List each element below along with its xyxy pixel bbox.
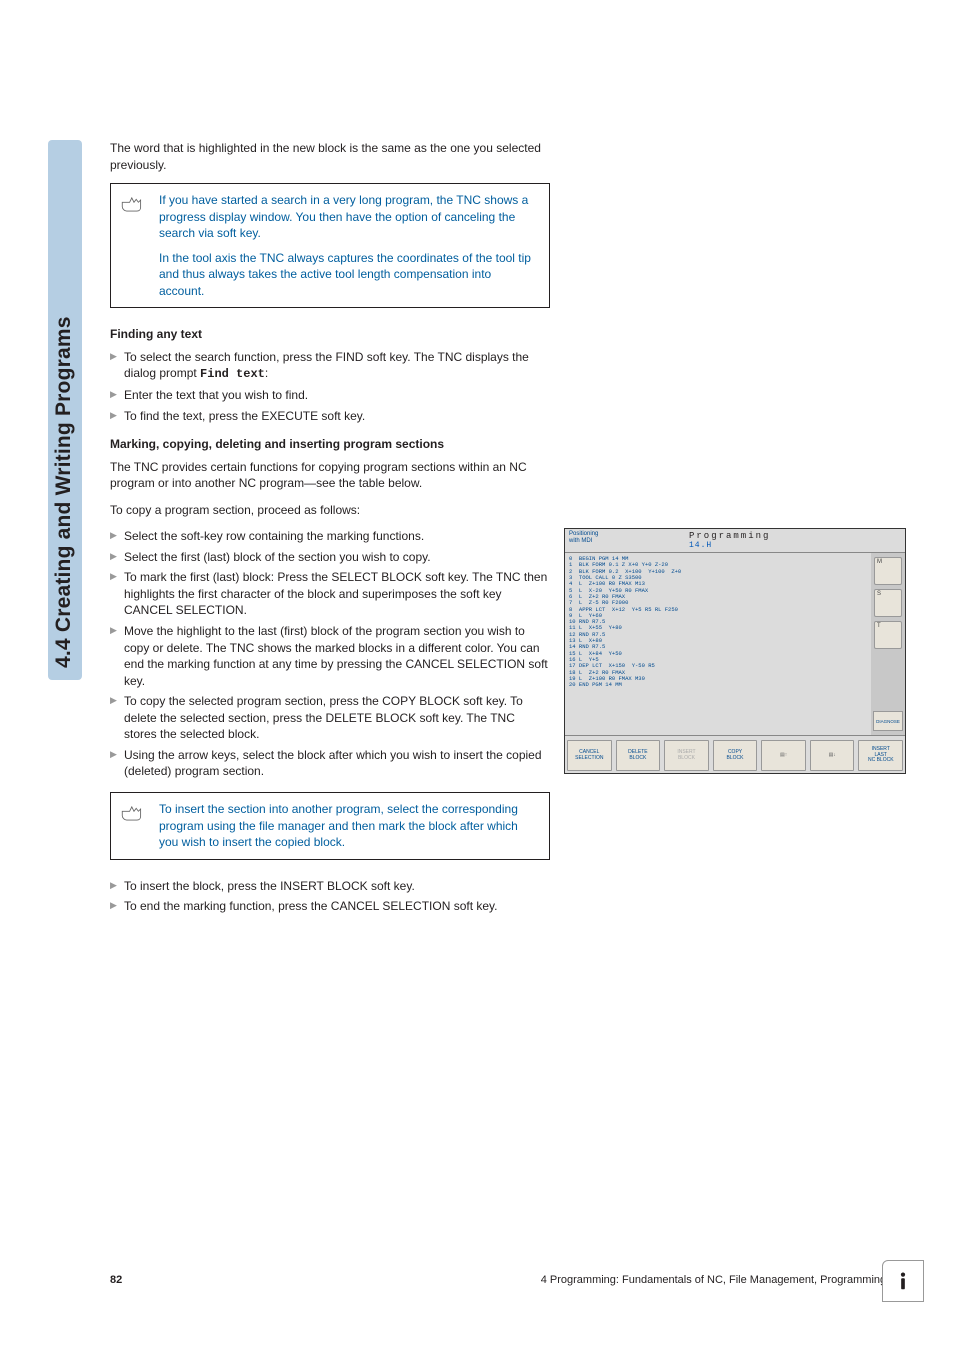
sk-delete-block[interactable]: DELETE BLOCK	[616, 740, 661, 771]
after-item-2: To end the marking function, press the C…	[110, 898, 550, 915]
marking-list: Select the soft-key row containing the m…	[110, 528, 550, 780]
main-content: The word that is highlighted in the new …	[110, 140, 550, 927]
shot-filename: 14.H	[689, 541, 901, 550]
hand-pointing-icon	[119, 801, 149, 823]
sk-copy-block[interactable]: COPY BLOCK	[713, 740, 758, 771]
shot-mode-label: Positioning with MDI	[565, 529, 685, 552]
mark-item-6: Using the arrow keys, select the block a…	[110, 747, 550, 780]
mark-item-2: Select the first (last) block of the sec…	[110, 549, 550, 566]
side-tab: 4.4 Creating and Writing Programs	[48, 140, 82, 680]
after-item-1: To insert the block, press the INSERT BL…	[110, 878, 550, 895]
page-number: 82	[110, 1274, 122, 1286]
sk-cancel-selection[interactable]: CANCEL SELECTION	[567, 740, 612, 771]
rail-t-button[interactable]: T	[874, 621, 902, 649]
page-footer: 82 4 Programming: Fundamentals of NC, Fi…	[110, 1274, 910, 1286]
find-item-1: To select the search function, press the…	[110, 349, 550, 383]
shot-programming-label: Programming	[689, 531, 770, 541]
find-item-3: To find the text, press the EXECUTE soft…	[110, 408, 550, 425]
tnc-screenshot: Positioning with MDI Programming 14.H 0 …	[564, 528, 906, 774]
rail-m-button[interactable]: M	[874, 557, 902, 585]
find-item-1a: To select the search function, press the…	[124, 350, 529, 381]
chapter-title: 4 Programming: Fundamentals of NC, File …	[541, 1274, 910, 1286]
marking-heading: Marking, copying, deleting and inserting…	[110, 436, 550, 453]
marking-intro: The TNC provides certain functions for c…	[110, 459, 550, 492]
sk-insert-last-nc-block[interactable]: INSERT LAST NC BLOCK	[858, 740, 903, 771]
shot-header: Positioning with MDI Programming 14.H	[565, 529, 905, 553]
finding-heading: Finding any text	[110, 326, 550, 343]
intro-text: The word that is highlighted in the new …	[110, 140, 550, 173]
note-box-2: To insert the section into another progr…	[110, 792, 550, 860]
note1-p1: If you have started a search in a very l…	[159, 192, 539, 242]
mark-item-4: Move the highlight to the last (first) b…	[110, 623, 550, 689]
marking-copy-line: To copy a program section, proceed as fo…	[110, 502, 550, 519]
rail-s-button[interactable]: S	[874, 589, 902, 617]
info-icon	[892, 1270, 914, 1292]
after-list: To insert the block, press the INSERT BL…	[110, 878, 550, 915]
right-rail: M S T DIAGNOSE	[871, 553, 905, 735]
sk-page-down[interactable]: ▤↓	[810, 740, 855, 771]
info-corner-icon	[882, 1260, 924, 1302]
diagnose-button[interactable]: DIAGNOSE	[873, 711, 903, 731]
shot-body: 0 BEGIN PGM 14 MM 1 BLK FORM 0.1 Z X+0 Y…	[565, 553, 905, 735]
note1-p2: In the tool axis the TNC always captures…	[159, 250, 539, 300]
shot-title: Programming 14.H	[685, 529, 905, 552]
nc-code-listing: 0 BEGIN PGM 14 MM 1 BLK FORM 0.1 Z X+0 Y…	[565, 553, 871, 735]
find-item-2: Enter the text that you wish to find.	[110, 387, 550, 404]
softkey-row: CANCEL SELECTION DELETE BLOCK INSERT BLO…	[565, 735, 905, 775]
sk-page-up[interactable]: ▤↑	[761, 740, 806, 771]
find-item-1c: :	[265, 366, 268, 380]
note-box-1: If you have started a search in a very l…	[110, 183, 550, 308]
hand-pointing-icon	[119, 192, 149, 214]
finding-list: To select the search function, press the…	[110, 349, 550, 424]
mark-item-3: To mark the first (last) block: Press th…	[110, 569, 550, 619]
mark-item-5: To copy the selected program section, pr…	[110, 693, 550, 743]
side-tab-label: 4.4 Creating and Writing Programs	[48, 140, 82, 680]
sk-insert-block-dim[interactable]: INSERT BLOCK	[664, 740, 709, 771]
note2-text: To insert the section into another progr…	[159, 801, 539, 851]
find-text-mono: Find text	[200, 367, 265, 381]
mark-item-1: Select the soft-key row containing the m…	[110, 528, 550, 545]
